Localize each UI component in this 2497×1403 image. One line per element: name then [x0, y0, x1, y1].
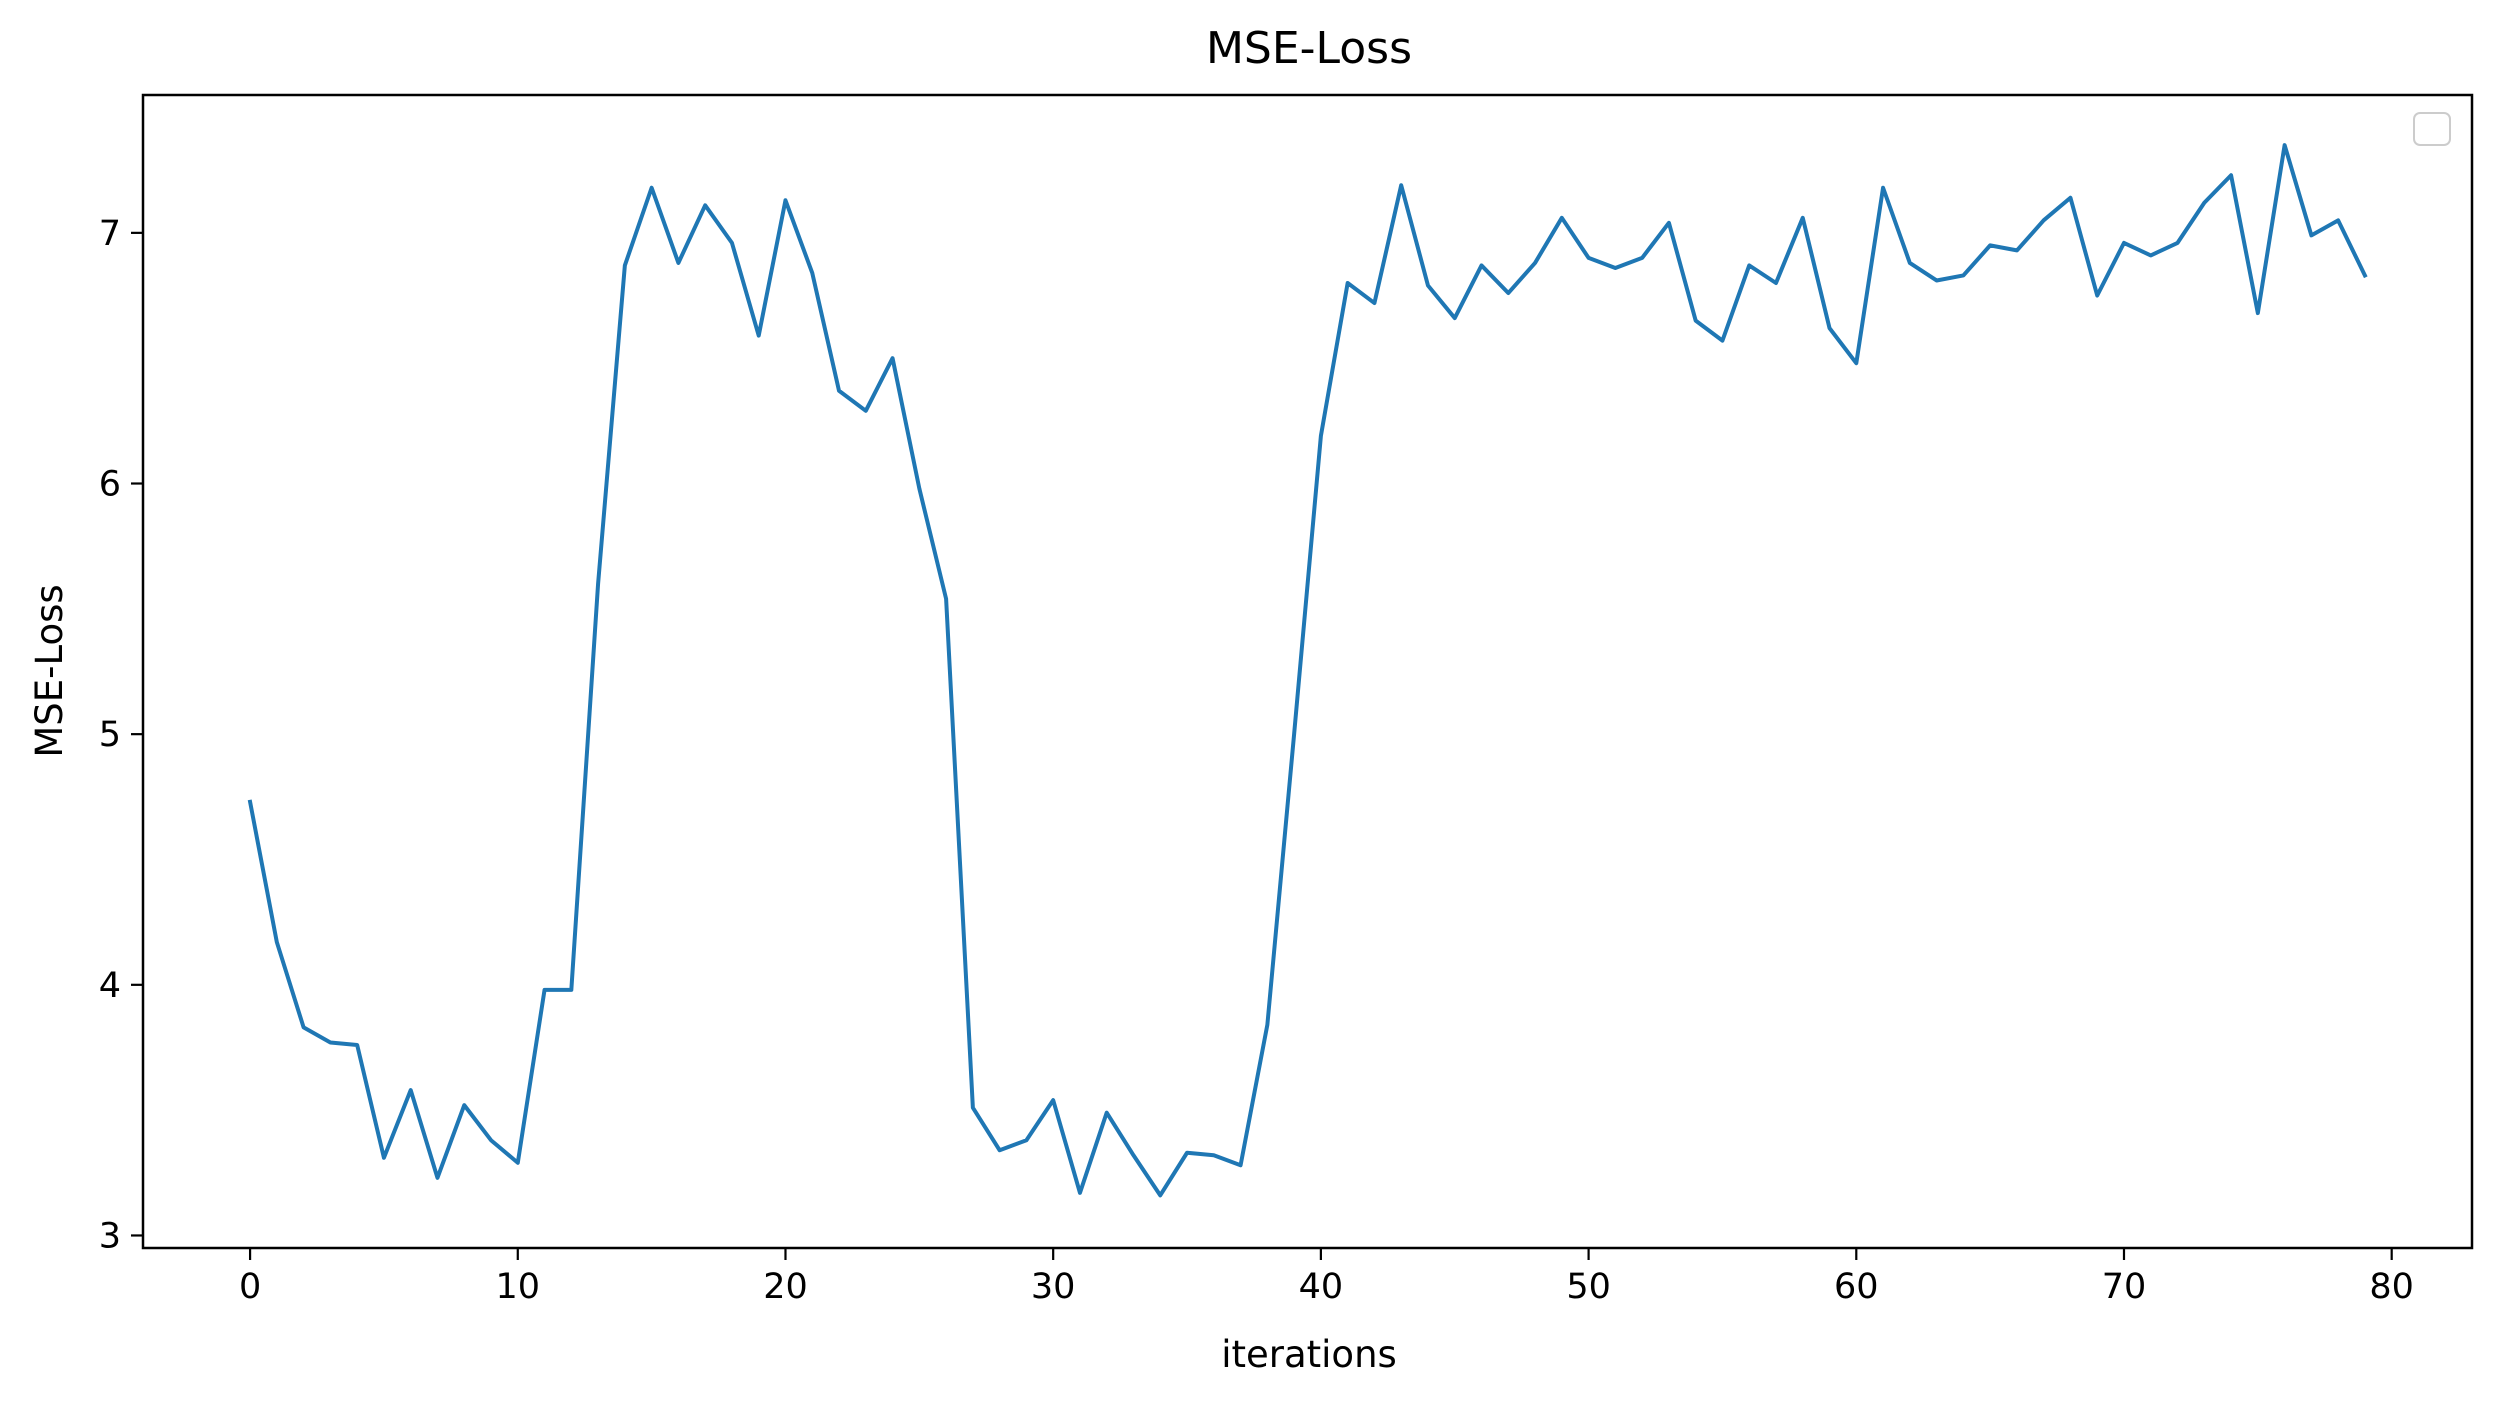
- x-tick-label: 50: [1566, 1267, 1611, 1307]
- y-axis: 3 4 5 6 7: [99, 214, 143, 1256]
- y-tick-label: 4: [99, 966, 121, 1006]
- x-tick-label: 30: [1031, 1267, 1076, 1307]
- x-axis-label: iterations: [1221, 1333, 1397, 1376]
- x-tick-label: 40: [1299, 1267, 1344, 1307]
- y-tick-label: 3: [99, 1216, 121, 1256]
- series-line-0: [247, 143, 2368, 1198]
- plot-frame: [141, 93, 2474, 1250]
- y-axis-label: MSE-Loss: [28, 584, 71, 757]
- y-tick-label: 7: [99, 214, 121, 254]
- y-tick-label: 5: [99, 715, 121, 755]
- x-axis: 0 10 20 30 40 50 60 70 80: [239, 1248, 2414, 1307]
- legend-box: [2413, 112, 2451, 146]
- y-tick-label: 6: [99, 465, 121, 505]
- chart-title: MSE-Loss: [1206, 23, 1412, 74]
- x-tick-label: 60: [1834, 1267, 1879, 1307]
- x-tick-label: 80: [2369, 1267, 2414, 1307]
- x-tick-label: 70: [2102, 1267, 2147, 1307]
- x-tick-label: 10: [496, 1267, 541, 1307]
- x-tick-label: 20: [763, 1267, 808, 1307]
- x-tick-label: 0: [239, 1267, 261, 1307]
- line-layer: [247, 143, 2368, 1198]
